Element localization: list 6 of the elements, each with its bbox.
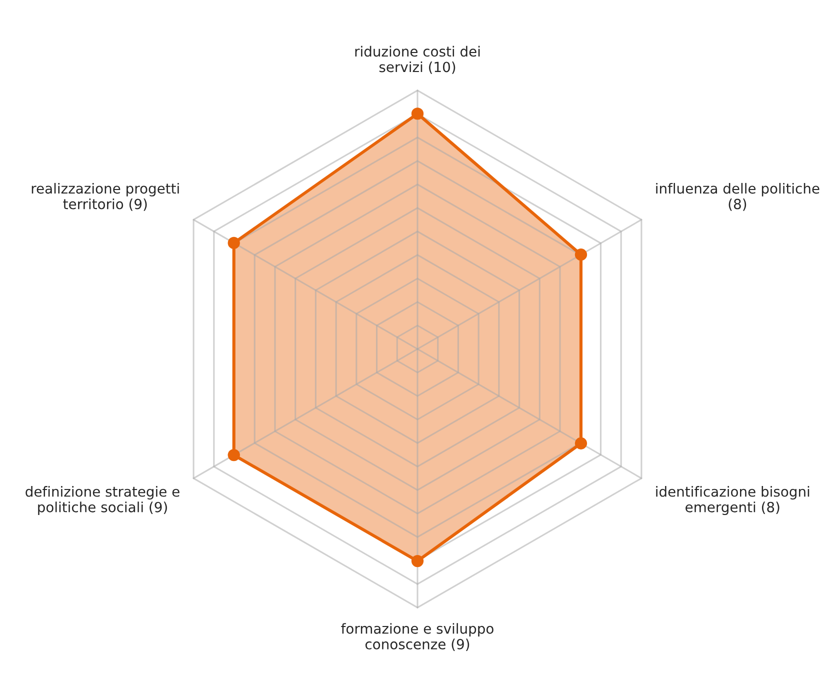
spoke-label: influenza delle politiche (8) xyxy=(656,182,820,211)
spoke-label: identificazione bisogni emergenti (8) xyxy=(656,486,810,516)
spoke-label: riduzione costi dei servizi (10) xyxy=(355,46,480,74)
spoke-label: definizione strategie e politiche sociali (9) xyxy=(26,486,180,516)
spoke-label: formazione e sviluppo conoscenze (9) xyxy=(341,623,494,652)
spoke-label: realizzazione progetti territorio (9) xyxy=(32,182,179,211)
